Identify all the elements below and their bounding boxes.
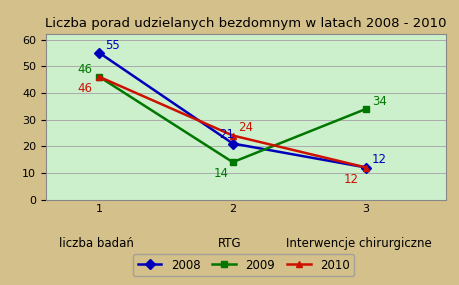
2008 <box>96 51 102 54</box>
Text: 14: 14 <box>213 168 228 180</box>
2010 <box>96 75 102 79</box>
Text: liczba badań: liczba badań <box>59 237 134 250</box>
Text: 21: 21 <box>218 128 233 141</box>
Text: 46: 46 <box>77 82 92 95</box>
2010 <box>363 166 368 169</box>
Text: 24: 24 <box>238 121 253 134</box>
2008 <box>363 166 368 169</box>
Text: 12: 12 <box>343 173 358 186</box>
Line: 2009: 2009 <box>95 73 369 166</box>
Text: 46: 46 <box>77 63 92 76</box>
Title: Liczba porad udzielanych bezdomnym w latach 2008 - 2010: Liczba porad udzielanych bezdomnym w lat… <box>45 17 446 30</box>
2008 <box>230 142 235 145</box>
2009 <box>96 75 102 79</box>
Line: 2008: 2008 <box>95 49 369 171</box>
Legend: 2008, 2009, 2010: 2008, 2009, 2010 <box>133 254 354 276</box>
Text: RTG: RTG <box>218 237 241 250</box>
Text: 12: 12 <box>371 153 386 166</box>
Text: Interwencje chirurgiczne: Interwencje chirurgiczne <box>285 237 431 250</box>
Text: 55: 55 <box>105 39 119 52</box>
2009 <box>363 107 368 111</box>
2009 <box>230 160 235 164</box>
2010 <box>230 134 235 137</box>
Text: 34: 34 <box>371 95 386 108</box>
Line: 2010: 2010 <box>95 73 369 171</box>
